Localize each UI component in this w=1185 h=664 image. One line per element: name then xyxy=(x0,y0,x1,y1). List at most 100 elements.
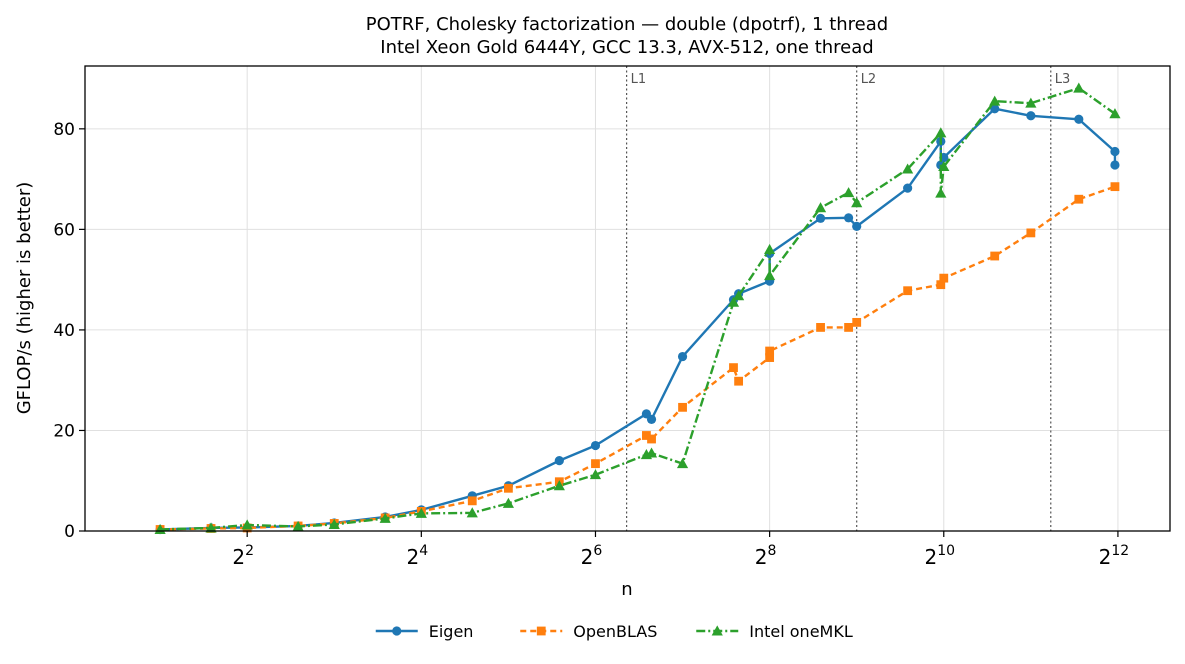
data-point-openblas xyxy=(852,317,862,327)
data-point-openblas xyxy=(729,363,738,373)
data-point-openblas xyxy=(647,434,656,444)
data-point-openblas xyxy=(734,376,744,386)
series-openblas xyxy=(155,182,1120,534)
data-point-intel-onemkl xyxy=(902,163,914,174)
y-tick-label: 80 xyxy=(53,120,75,140)
y-tick-label: 0 xyxy=(64,522,75,542)
data-point-intel-onemkl xyxy=(1109,108,1121,119)
data-point-openblas xyxy=(642,431,651,440)
data-point-intel-onemkl xyxy=(379,512,391,523)
x-tick-label: 26 xyxy=(581,543,603,569)
data-point-eigen xyxy=(852,221,862,231)
data-point-intel-onemkl xyxy=(851,197,863,208)
legend-item-openblas: OpenBLAS xyxy=(520,622,657,641)
cache-line-label: L1 xyxy=(631,72,647,87)
data-point-eigen xyxy=(1026,111,1036,121)
data-point-intel-onemkl xyxy=(814,202,827,213)
data-point-intel-onemkl xyxy=(241,519,253,530)
data-point-openblas xyxy=(844,323,853,332)
y-axis-label: GFLOP/s (higher is better) xyxy=(14,182,35,415)
legend-label: Intel oneMKL xyxy=(749,622,853,641)
data-point-eigen xyxy=(646,414,657,424)
data-point-openblas xyxy=(678,402,687,412)
data-point-intel-onemkl xyxy=(553,480,565,491)
data-point-intel-onemkl xyxy=(733,290,745,301)
data-point-eigen xyxy=(1110,160,1120,170)
cache-lines: L1 L2 L3 xyxy=(626,66,1071,531)
data-point-openblas xyxy=(903,286,913,296)
legend: Eigen OpenBLAS Intel oneMKL xyxy=(375,622,853,641)
legend-swatch-marker xyxy=(711,625,723,636)
data-point-eigen xyxy=(990,104,1000,114)
data-point-eigen xyxy=(590,440,601,451)
legend-item-intel-onemkl: Intel oneMKL xyxy=(696,622,853,641)
series-eigen xyxy=(155,104,1120,535)
data-point-openblas xyxy=(765,353,775,362)
data-point-eigen xyxy=(815,213,826,223)
legend-label: OpenBLAS xyxy=(573,622,657,641)
data-point-intel-onemkl xyxy=(989,95,1001,106)
legend-swatch-marker xyxy=(536,626,546,636)
data-point-openblas xyxy=(1110,182,1120,192)
data-point-eigen xyxy=(677,351,688,362)
data-point-intel-onemkl xyxy=(676,458,689,469)
data-point-openblas xyxy=(1074,194,1084,204)
data-point-intel-onemkl xyxy=(1073,82,1085,93)
y-tick-label: 20 xyxy=(53,421,75,441)
data-point-intel-onemkl xyxy=(764,270,776,281)
data-point-openblas xyxy=(504,483,513,493)
data-point-intel-onemkl xyxy=(205,522,217,533)
legend-label: Eigen xyxy=(429,622,474,641)
data-point-intel-onemkl xyxy=(938,160,950,172)
x-tick-label: 24 xyxy=(406,543,428,569)
data-point-eigen xyxy=(1074,114,1084,124)
x-axis: 22 24 26 28 210 212 xyxy=(232,531,1129,569)
cache-line-label: L2 xyxy=(861,72,877,87)
data-point-intel-onemkl xyxy=(415,507,427,518)
grid xyxy=(85,66,1170,531)
legend-swatch-marker xyxy=(392,626,402,636)
data-point-openblas xyxy=(816,323,825,332)
data-point-intel-onemkl xyxy=(935,127,947,138)
data-point-intel-onemkl xyxy=(466,507,478,518)
data-point-intel-onemkl xyxy=(935,187,947,198)
chart-title: POTRF, Cholesky factorization — double (… xyxy=(366,14,888,35)
x-tick-label: 210 xyxy=(924,543,955,569)
data-point-eigen xyxy=(1110,146,1120,157)
data-point-openblas xyxy=(591,459,600,469)
data-point-intel-onemkl xyxy=(1025,97,1037,108)
data-point-openblas xyxy=(765,346,775,356)
y-tick-label: 40 xyxy=(53,321,75,341)
data-point-intel-onemkl xyxy=(842,187,855,198)
series-line-openblas xyxy=(160,185,1116,531)
data-point-eigen xyxy=(554,456,564,466)
series-line-eigen xyxy=(160,107,1117,531)
x-tick-label: 22 xyxy=(232,543,254,569)
data-point-intel-onemkl xyxy=(502,497,515,508)
x-tick-label: 28 xyxy=(755,543,777,569)
data-point-openblas xyxy=(467,496,477,506)
data-point-openblas xyxy=(936,280,946,290)
data-point-eigen xyxy=(903,183,913,193)
data-point-intel-onemkl xyxy=(328,518,340,529)
data-point-intel-onemkl xyxy=(292,520,304,531)
series-line-intel-onemkl xyxy=(160,86,1116,531)
data-point-openblas xyxy=(1026,228,1036,238)
y-tick-label: 60 xyxy=(53,220,75,240)
data-point-openblas xyxy=(939,273,949,283)
x-axis-label: n xyxy=(621,579,632,600)
legend-item-eigen: Eigen xyxy=(375,622,474,641)
x-tick-label: 212 xyxy=(1099,543,1130,569)
data-point-intel-onemkl xyxy=(764,243,776,254)
plot-frame xyxy=(84,65,1171,532)
data-point-openblas xyxy=(990,251,1000,261)
cache-line-label: L3 xyxy=(1055,72,1071,87)
y-axis: 0 20 40 60 80 xyxy=(53,120,85,542)
data-point-intel-onemkl xyxy=(589,469,602,480)
data-point-eigen xyxy=(843,213,854,223)
chart-subtitle: Intel Xeon Gold 6444Y, GCC 13.3, AVX-512… xyxy=(380,37,873,58)
data-point-intel-onemkl xyxy=(727,296,740,307)
series-group xyxy=(154,82,1121,535)
series-intel-onemkl xyxy=(154,82,1121,534)
